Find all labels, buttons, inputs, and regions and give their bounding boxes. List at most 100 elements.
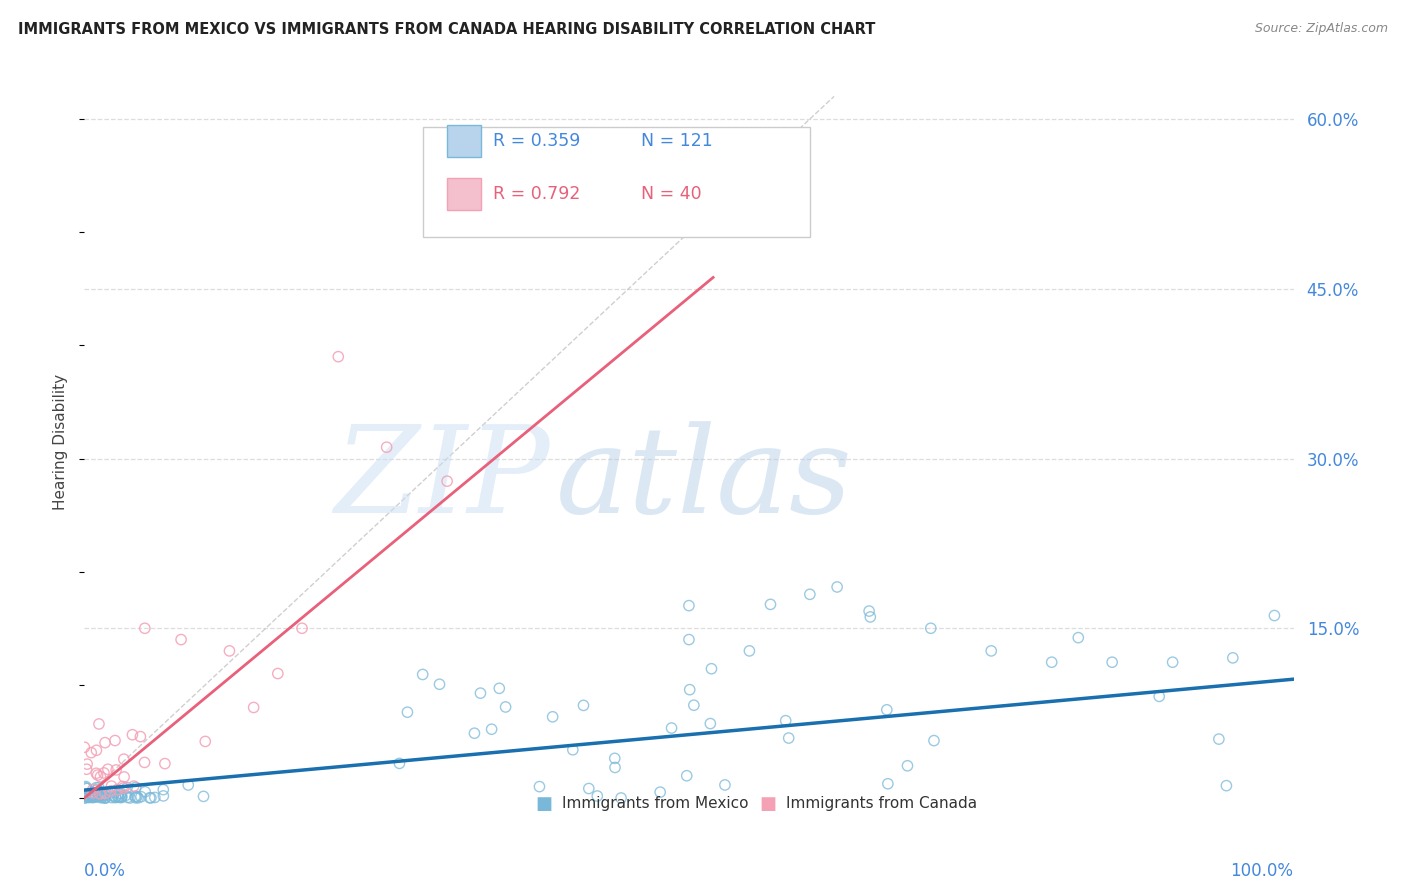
- Point: [678, 599, 700, 613]
- Point: [110, 789, 132, 804]
- Point: [112, 770, 135, 784]
- Point: [778, 731, 800, 745]
- Point: [1147, 690, 1170, 704]
- Point: [100, 784, 122, 798]
- Point: [75, 790, 97, 805]
- FancyBboxPatch shape: [423, 127, 810, 236]
- Text: R = 0.792: R = 0.792: [494, 185, 581, 202]
- Point: [714, 778, 737, 792]
- Text: IMMIGRANTS FROM MEXICO VS IMMIGRANTS FROM CANADA HEARING DISABILITY CORRELATION : IMMIGRANTS FROM MEXICO VS IMMIGRANTS FRO…: [18, 22, 876, 37]
- Point: [267, 666, 290, 681]
- Point: [1263, 608, 1285, 623]
- Bar: [447, 126, 481, 157]
- Point: [143, 790, 166, 805]
- Point: [121, 728, 143, 742]
- Point: [73, 789, 96, 804]
- Point: [110, 790, 132, 805]
- Point: [73, 740, 96, 755]
- Point: [1161, 655, 1184, 669]
- Point: [242, 700, 264, 714]
- Point: [1222, 651, 1244, 665]
- Point: [111, 789, 134, 804]
- Point: [125, 789, 148, 804]
- Point: [104, 790, 127, 805]
- Point: [110, 787, 132, 801]
- Point: [82, 786, 104, 800]
- Point: [152, 782, 174, 797]
- Point: [114, 789, 136, 803]
- Point: [79, 790, 101, 805]
- Point: [90, 789, 112, 803]
- Point: [76, 757, 98, 772]
- Point: [876, 703, 898, 717]
- Point: [83, 788, 105, 802]
- Y-axis label: Hearing Disability: Hearing Disability: [53, 374, 69, 509]
- Point: [107, 787, 129, 801]
- Point: [104, 785, 127, 799]
- Point: [129, 730, 152, 744]
- Point: [825, 580, 848, 594]
- Point: [541, 710, 564, 724]
- Point: [75, 788, 97, 802]
- Point: [76, 762, 98, 776]
- Point: [139, 790, 162, 805]
- Point: [177, 778, 200, 792]
- Point: [111, 780, 134, 794]
- Point: [170, 632, 193, 647]
- Point: [578, 781, 600, 796]
- Point: [89, 789, 111, 804]
- Point: [100, 790, 122, 805]
- Point: [87, 789, 110, 804]
- Text: atlas: atlas: [555, 421, 852, 538]
- Point: [396, 705, 419, 719]
- Point: [75, 780, 97, 795]
- Point: [103, 789, 125, 803]
- Point: [876, 777, 898, 791]
- Text: ZIP: ZIP: [335, 421, 550, 538]
- Point: [127, 790, 149, 805]
- Point: [94, 736, 117, 750]
- Point: [586, 789, 609, 803]
- Text: Immigrants from Canada: Immigrants from Canada: [786, 797, 977, 812]
- Point: [436, 474, 458, 488]
- Point: [859, 610, 882, 624]
- Point: [89, 789, 111, 804]
- Point: [429, 677, 451, 691]
- Point: [76, 781, 98, 796]
- Point: [650, 785, 672, 799]
- Point: [412, 667, 434, 681]
- Point: [125, 790, 148, 805]
- Point: [328, 350, 350, 364]
- Point: [84, 780, 107, 795]
- Point: [679, 682, 702, 697]
- Point: [134, 756, 156, 770]
- Point: [100, 779, 122, 793]
- Point: [73, 791, 96, 805]
- Point: [375, 440, 398, 454]
- Point: [91, 790, 114, 805]
- Point: [1040, 655, 1063, 669]
- Point: [1101, 655, 1123, 669]
- Point: [529, 780, 551, 794]
- Point: [495, 700, 517, 714]
- Point: [122, 779, 145, 793]
- Point: [94, 791, 117, 805]
- Point: [86, 743, 108, 757]
- Text: ■: ■: [759, 795, 776, 813]
- Text: Source: ZipAtlas.com: Source: ZipAtlas.com: [1254, 22, 1388, 36]
- Point: [291, 621, 314, 635]
- Point: [194, 734, 217, 748]
- Point: [112, 752, 135, 766]
- Point: [193, 789, 215, 804]
- Point: [89, 770, 111, 784]
- Point: [75, 780, 97, 794]
- Point: [82, 790, 104, 805]
- Point: [104, 790, 127, 805]
- Point: [82, 782, 104, 797]
- Point: [129, 789, 152, 804]
- Point: [799, 587, 821, 601]
- Point: [93, 766, 115, 780]
- Point: [1208, 732, 1230, 747]
- Point: [134, 621, 156, 635]
- Point: [77, 789, 100, 804]
